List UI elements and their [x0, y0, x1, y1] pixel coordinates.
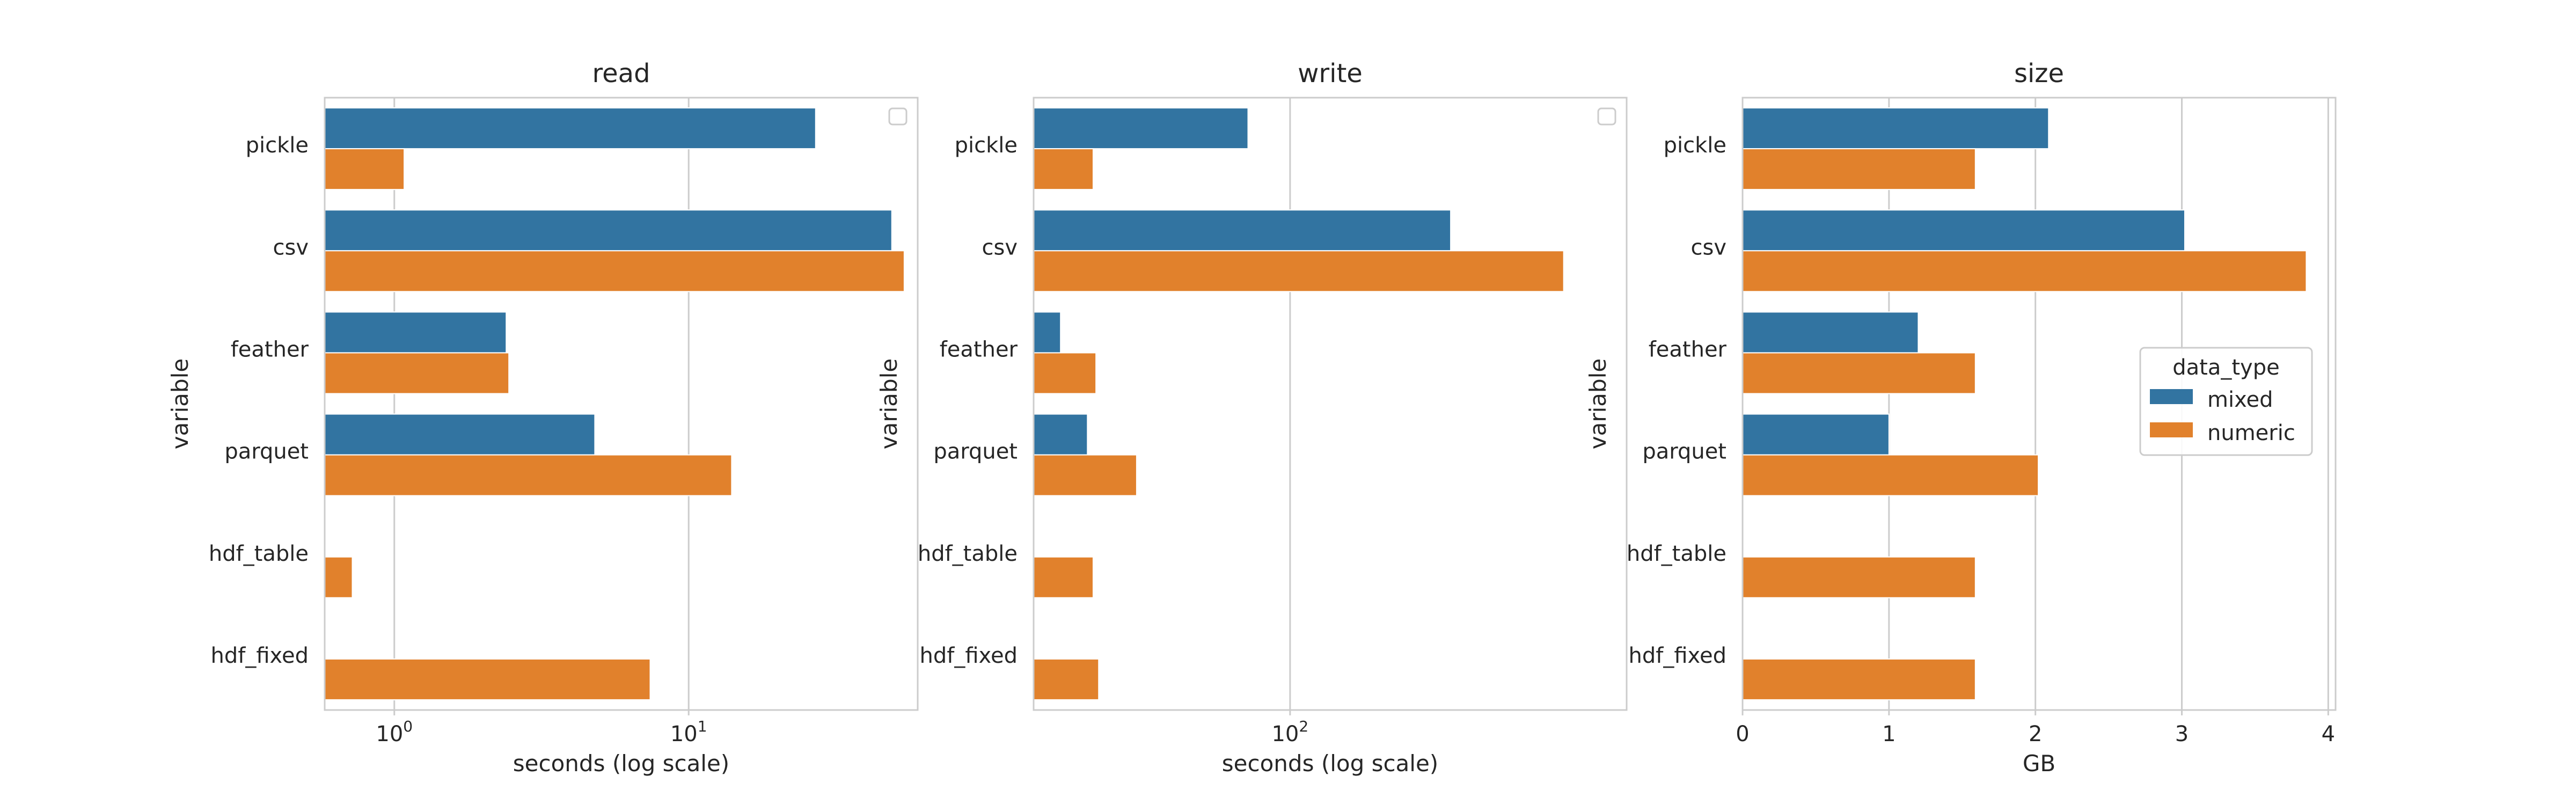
category-label: pickle — [1664, 133, 1726, 158]
x-tick-label: 100 — [376, 718, 413, 747]
bar-feather-numeric — [1742, 352, 1976, 394]
y-axis-label: variable — [876, 358, 902, 449]
x-tick-label: 102 — [1271, 718, 1308, 747]
bar-feather-mixed — [1033, 311, 1062, 354]
bar-hdf_fixed-numeric — [1742, 658, 1976, 700]
category-label: parquet — [933, 440, 1018, 464]
bar-parquet-mixed — [324, 413, 596, 456]
bar-pickle-numeric — [324, 148, 405, 191]
category-label: pickle — [955, 133, 1018, 158]
bar-parquet-numeric — [324, 454, 733, 496]
x-tick-label: 0 — [1736, 722, 1749, 747]
bar-hdf_fixed-numeric — [324, 658, 651, 700]
bar-pickle-mixed — [324, 107, 816, 150]
panel-title: read — [592, 58, 650, 89]
bar-csv-mixed — [1033, 209, 1452, 252]
legend-swatch-mixed — [2150, 389, 2193, 404]
x-tick-label: 101 — [670, 718, 707, 747]
y-axis-label: variable — [167, 358, 193, 449]
bar-hdf_table-numeric — [1033, 556, 1094, 598]
bar-csv-numeric — [1033, 250, 1564, 292]
category-label: csv — [1690, 235, 1726, 260]
empty-legend — [888, 107, 908, 126]
bar-parquet-mixed — [1033, 413, 1088, 456]
category-label: hdf_fixed — [1629, 643, 1726, 668]
legend-label-mixed: mixed — [2207, 387, 2273, 412]
bar-feather-mixed — [1742, 311, 1919, 354]
bar-feather-numeric — [324, 352, 510, 394]
category-label: hdf_table — [209, 541, 309, 566]
category-label: feather — [940, 337, 1018, 362]
bar-hdf_fixed-numeric — [1033, 658, 1100, 700]
bar-pickle-numeric — [1742, 148, 1976, 191]
x-tick-label: 4 — [2322, 722, 2335, 747]
bar-hdf_table-numeric — [1742, 556, 1976, 598]
axes-frame — [324, 97, 919, 711]
category-label: hdf_fixed — [920, 643, 1018, 668]
category-label: feather — [1649, 337, 1727, 362]
category-label: feather — [231, 337, 309, 362]
bar-csv-mixed — [1742, 209, 2185, 252]
category-label: parquet — [1642, 440, 1726, 464]
panel-title: size — [2014, 58, 2064, 89]
x-axis-label: GB — [2023, 750, 2055, 777]
legend-swatch-numeric — [2150, 422, 2193, 437]
x-tick-label: 1 — [1882, 722, 1896, 747]
category-label: hdf_table — [918, 541, 1018, 566]
axes-frame — [1033, 97, 1628, 711]
bar-pickle-mixed — [1033, 107, 1249, 150]
category-label: csv — [273, 235, 309, 260]
x-axis-label: seconds (log scale) — [1222, 750, 1438, 777]
category-label: pickle — [246, 133, 309, 158]
bar-pickle-numeric — [1033, 148, 1094, 191]
bar-feather-numeric — [1033, 352, 1097, 394]
category-label: hdf_table — [1627, 541, 1726, 566]
panel-size: size pickle csv feather parquet hdf_table hdf_… — [1585, 58, 2337, 777]
panel-write: write pickle csv feather parquet hdf_tablehdf… — [876, 58, 1628, 777]
category-label: parquet — [224, 440, 309, 464]
bar-pickle-mixed — [1742, 107, 2050, 150]
category-label: csv — [982, 235, 1018, 260]
category-label: hdf_fixed — [211, 643, 309, 668]
bar-parquet-numeric — [1033, 454, 1137, 496]
bar-parquet-mixed — [1742, 413, 1890, 456]
legend-title: data_type — [2172, 355, 2279, 380]
empty-legend — [1597, 107, 1616, 126]
x-tick-label: 3 — [2175, 722, 2189, 747]
bar-feather-mixed — [324, 311, 507, 354]
x-tick-label: 2 — [2029, 722, 2042, 747]
bar-csv-numeric — [324, 250, 905, 292]
bar-hdf_table-numeric — [324, 556, 353, 598]
bar-parquet-numeric — [1742, 454, 2039, 496]
y-axis-label: variable — [1585, 358, 1611, 449]
panel-read: read pickle csv feather parquet hdf_table hdf_… — [167, 58, 919, 777]
bar-csv-mixed — [324, 209, 892, 252]
panel-title: write — [1298, 58, 1363, 89]
x-axis-label: seconds (log scale) — [513, 750, 729, 777]
bar-csv-numeric — [1742, 250, 2307, 292]
axes-frame — [1741, 97, 2337, 711]
legend-label-numeric: numeric — [2207, 421, 2295, 445]
